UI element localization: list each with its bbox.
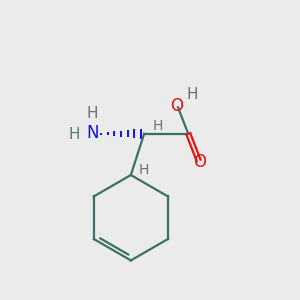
Text: H: H	[186, 87, 198, 102]
Text: O: O	[170, 97, 183, 115]
Text: O: O	[194, 153, 207, 171]
Text: H: H	[87, 106, 98, 121]
Text: H: H	[139, 163, 149, 177]
Text: H: H	[152, 119, 163, 134]
Text: H: H	[68, 127, 80, 142]
Text: N: N	[86, 124, 99, 142]
